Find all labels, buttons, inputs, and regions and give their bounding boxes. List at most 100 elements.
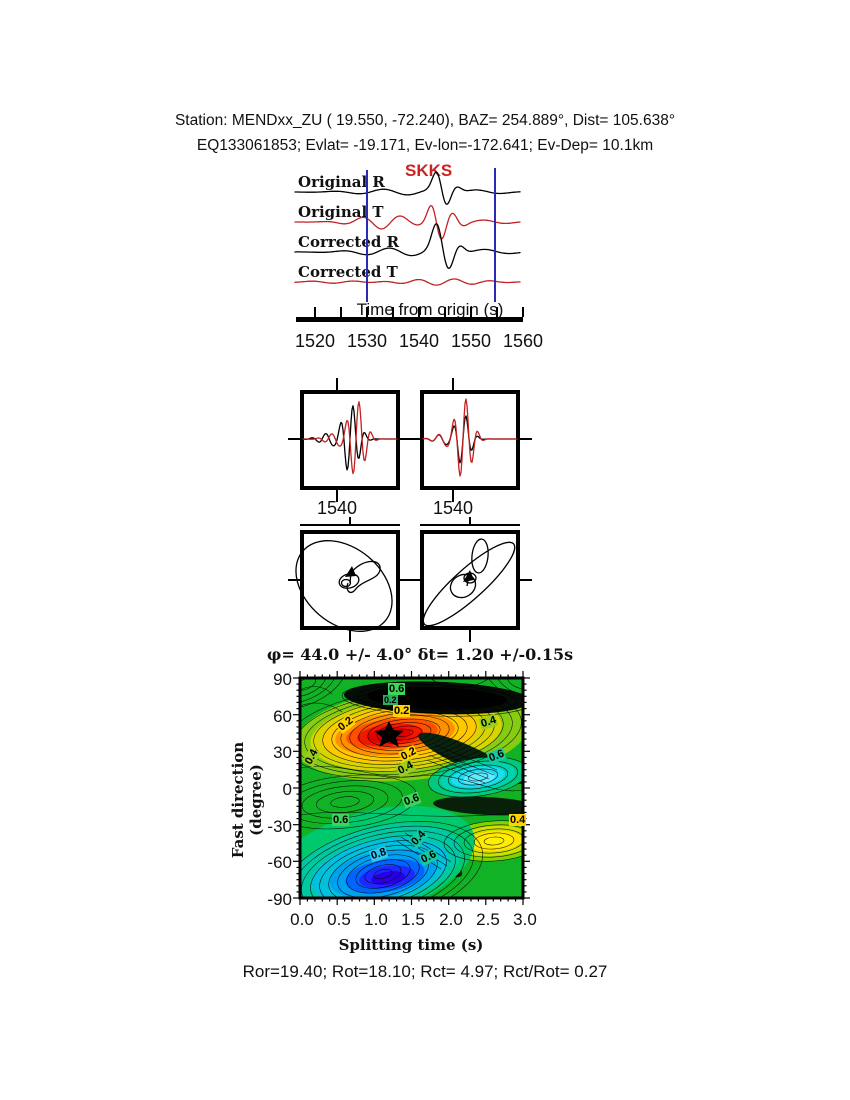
best-fit-star-marker [374,721,404,747]
panel-sub-axis-left [300,524,400,526]
ytick-30: 30 [273,743,292,762]
particle-motion-curves [295,538,516,632]
contour-line [355,859,411,889]
panel-tick [288,579,300,581]
panel-tick [349,630,351,642]
particle-motion-before-arrow [345,566,356,577]
contour-line [405,692,469,706]
ytick-0: 0 [282,780,292,799]
time-axis-tick [314,307,316,317]
panel-tick [520,438,532,440]
original-t-trace [294,204,521,240]
contour-line [376,722,432,744]
trace-label-corrected-r: Corrected R [298,233,400,251]
station-header-line: Station: MENDxx_ZU ( 19.550, -72.240), B… [174,112,676,129]
time-axis-tick [496,307,498,317]
event-header-line: EQ133061853; Evlat= -19.171, Ev-lon=-172… [196,137,654,154]
contour-line [453,824,523,858]
panel-right-tick-label: 1540 [432,498,474,518]
contour-line [507,678,523,690]
panel-tick [469,517,471,524]
contour-line [319,840,447,898]
waveform-panel-after [420,390,520,490]
contour-line [300,678,346,710]
xtick-1.0: 1.0 [364,910,388,929]
contour-line [300,825,474,898]
time-tick-1530: 1530 [346,331,388,351]
time-axis-tick [522,307,524,317]
contour-annotation: 0.6 [332,814,350,826]
ytick--30: -30 [267,817,292,836]
contour-line [341,681,523,717]
contour-annotation: 0.2 [393,705,411,717]
contour-line [310,835,456,898]
panel-tick [336,490,338,502]
particle-motion-after-curve [422,538,516,627]
footer-stats: Ror=19.40; Rot=18.10; Rct= 4.97; Rct/Rot… [242,962,608,981]
contour-line [483,836,505,846]
contour-line [367,718,441,748]
xtick-2.5: 2.5 [476,910,500,929]
panel-left-tick-label: 1540 [316,498,358,518]
original-r-trace [294,171,521,205]
contour-xlabel: Splitting time (s) [338,936,484,954]
analysis-window-start-line [366,170,368,302]
panel-tick [288,438,300,440]
contour-line [428,756,523,798]
splitting-result-text: φ= 44.0 +/- 4.0° δt= 1.20 +/-0.15s [266,645,574,664]
contour-annotation: 0.4 [509,814,527,826]
panel-tick [452,490,454,502]
panel-tick [400,438,412,440]
contour-line [463,828,523,854]
contour-lines [300,678,523,898]
ytick--90: -90 [267,890,292,909]
panel-tick [520,579,532,581]
contour-line [486,678,523,703]
time-axis-tick [444,307,446,317]
corrected-r-trace [294,223,521,270]
contour-annotation: 0.2 [383,695,398,705]
time-axis-tick [340,307,342,317]
trace-label-original-t: Original T [298,203,384,221]
ytick--60: -60 [267,853,292,872]
contour-line [373,868,393,880]
time-axis-tick [470,307,472,317]
contour-annotation: 0.6 [388,683,406,695]
contour-line [473,832,515,850]
contour-line [316,790,374,814]
contour-line [438,760,518,794]
ytick-90: 90 [273,670,292,689]
xtick-0.0: 0.0 [290,910,314,929]
time-axis-tick [392,307,394,317]
panel-tick [452,378,454,390]
panel-tick [408,579,420,581]
contour-line [357,684,517,714]
panel-tick [400,579,412,581]
contour-line [301,830,465,898]
xtick-1.5: 1.5 [401,910,425,929]
time-axis-bar [296,317,523,322]
xtick-3.0: 3.0 [513,910,537,929]
contour-line [447,764,509,790]
panel-tick [469,630,471,642]
before-slow-wave [302,401,398,475]
time-axis-tick [366,307,368,317]
panel-tick [336,378,338,390]
phase-label: SKKS [405,161,453,180]
time-tick-1540: 1540 [398,331,440,351]
panel-tick [349,517,351,524]
time-tick-1550: 1550 [450,331,492,351]
trace-label-corrected-t: Corrected T [298,263,398,281]
contour-line [330,796,360,808]
xtick-0.5: 0.5 [327,910,351,929]
contour-line [496,678,523,696]
contour-line [300,678,336,704]
analysis-window-end-line [494,168,496,302]
after-slow-wave [422,398,518,477]
ytick-60: 60 [273,707,292,726]
trace-label-original-r: Original R [298,173,385,191]
particle-motion-before-curve [295,540,393,632]
contour-line [457,768,499,786]
panel-tick [408,438,420,440]
